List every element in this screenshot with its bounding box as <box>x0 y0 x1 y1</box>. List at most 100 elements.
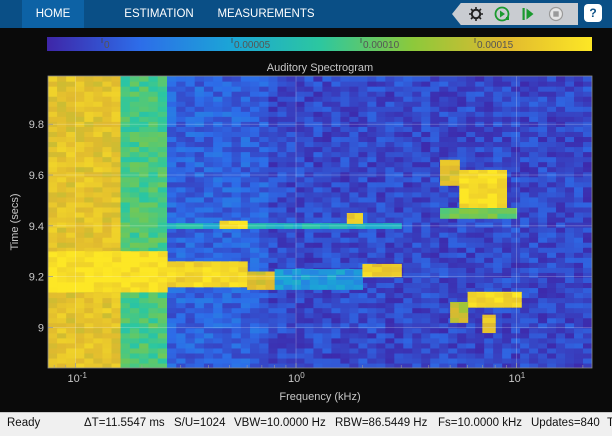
heatmap-cell <box>385 196 395 203</box>
heatmap-cell <box>346 213 356 219</box>
heatmap-cell <box>120 201 131 208</box>
heatmap-cell <box>340 111 350 117</box>
heatmap-cell <box>176 312 187 319</box>
heatmap-cell <box>329 223 339 229</box>
heatmap-cell <box>502 262 512 268</box>
heatmap-cell <box>66 181 76 188</box>
heatmap-cell <box>203 257 214 263</box>
heatmap-cell <box>130 276 141 283</box>
heatmap-cell <box>430 257 440 263</box>
heatmap-cell <box>295 287 306 294</box>
heatmap-cell <box>268 237 279 243</box>
heatmap-cell <box>231 171 242 178</box>
heatmap-cell <box>485 296 495 303</box>
heatmap-cell <box>148 327 159 334</box>
heatmap-cell <box>430 322 440 329</box>
heatmap-cell <box>349 362 359 368</box>
heatmap-cell <box>313 156 323 163</box>
heatmap-cell <box>421 151 431 158</box>
heatmap-cell <box>240 211 251 218</box>
heatmap-cell <box>120 312 131 319</box>
heatmap-cell <box>365 223 375 229</box>
heatmap-cell <box>340 181 350 188</box>
heatmap-cell <box>268 302 279 309</box>
heatmap-cell <box>129 156 140 163</box>
step-forward-icon[interactable] <box>520 6 536 22</box>
heatmap-cell <box>565 227 575 233</box>
heatmap-cell <box>176 181 187 188</box>
heatmap-cell <box>367 141 377 148</box>
heatmap-cell <box>111 166 122 173</box>
help-button[interactable]: ? <box>584 4 602 22</box>
heatmap-cell <box>240 166 251 173</box>
heatmap-cell <box>367 287 377 294</box>
heatmap-cell <box>574 191 584 198</box>
heatmap-cell <box>194 227 205 233</box>
heatmap-cell <box>240 292 251 299</box>
heatmap-cell <box>93 116 104 122</box>
tab-home[interactable]: HOME <box>22 0 84 28</box>
heatmap-cell <box>268 76 279 82</box>
heatmap-cell <box>547 191 557 198</box>
heatmap-cell <box>565 337 575 344</box>
settings-icon[interactable] <box>468 6 484 22</box>
heatmap-cell <box>57 317 67 324</box>
heatmap-cell <box>240 146 251 153</box>
heatmap-cell <box>493 116 503 122</box>
heatmap-cell <box>322 86 332 92</box>
heatmap-cell <box>176 81 187 87</box>
heatmap-cell <box>250 146 260 153</box>
heatmap-cell <box>213 317 223 324</box>
heatmap-cell <box>139 357 150 364</box>
tab-measurements[interactable]: MEASUREMENTS <box>217 8 315 20</box>
heatmap-cell <box>439 337 449 344</box>
heatmap-cell <box>511 252 521 258</box>
heatmap-cell <box>66 76 76 82</box>
heatmap-cell <box>57 251 67 253</box>
heatmap-cell <box>529 222 539 228</box>
heatmap-cell <box>175 266 186 273</box>
heatmap-cell <box>75 256 86 263</box>
heatmap-cell <box>439 297 449 304</box>
heatmap-cell <box>194 141 205 148</box>
heatmap-cell <box>240 347 251 354</box>
heatmap-cell <box>213 101 223 107</box>
heatmap-cell <box>493 287 503 294</box>
heatmap-cell <box>203 327 214 334</box>
heatmap-cell <box>322 206 332 213</box>
heatmap-cell <box>440 213 451 219</box>
heatmap-cell <box>583 257 592 263</box>
heatmap-cell <box>231 86 242 92</box>
heatmap-cell <box>520 322 530 329</box>
heatmap-cell <box>120 232 131 238</box>
heatmap-cell <box>93 276 104 283</box>
heatmap-cell <box>213 111 223 117</box>
heatmap-cell <box>340 176 350 183</box>
heatmap-cell <box>511 106 521 112</box>
heatmap-cell <box>240 101 251 107</box>
run-icon[interactable] <box>494 6 510 22</box>
heatmap-cell <box>286 136 297 143</box>
heatmap-cell <box>331 216 341 223</box>
heatmap-cell <box>265 279 276 285</box>
heatmap-cell <box>529 232 539 238</box>
heatmap-cell <box>478 198 489 204</box>
heatmap-cell <box>222 332 233 339</box>
heatmap-cell <box>529 257 539 263</box>
heatmap-cell <box>529 161 539 168</box>
heatmap-cell <box>367 347 377 354</box>
heatmap-cell <box>538 216 548 223</box>
heatmap-cell <box>556 206 566 213</box>
heatmap-cell <box>358 166 368 173</box>
heatmap-cell <box>331 146 341 153</box>
heatmap-cell <box>66 352 76 359</box>
heatmap-cell <box>520 111 530 117</box>
tab-estimation[interactable]: ESTIMATION <box>124 8 194 20</box>
heatmap-cell <box>520 201 530 208</box>
heatmap-cell <box>304 171 315 178</box>
heatmap-cell <box>194 252 205 258</box>
heatmap-cell <box>538 191 548 198</box>
stop-icon[interactable] <box>548 6 564 22</box>
heatmap-cell <box>194 317 205 324</box>
heatmap-cell <box>502 337 512 344</box>
